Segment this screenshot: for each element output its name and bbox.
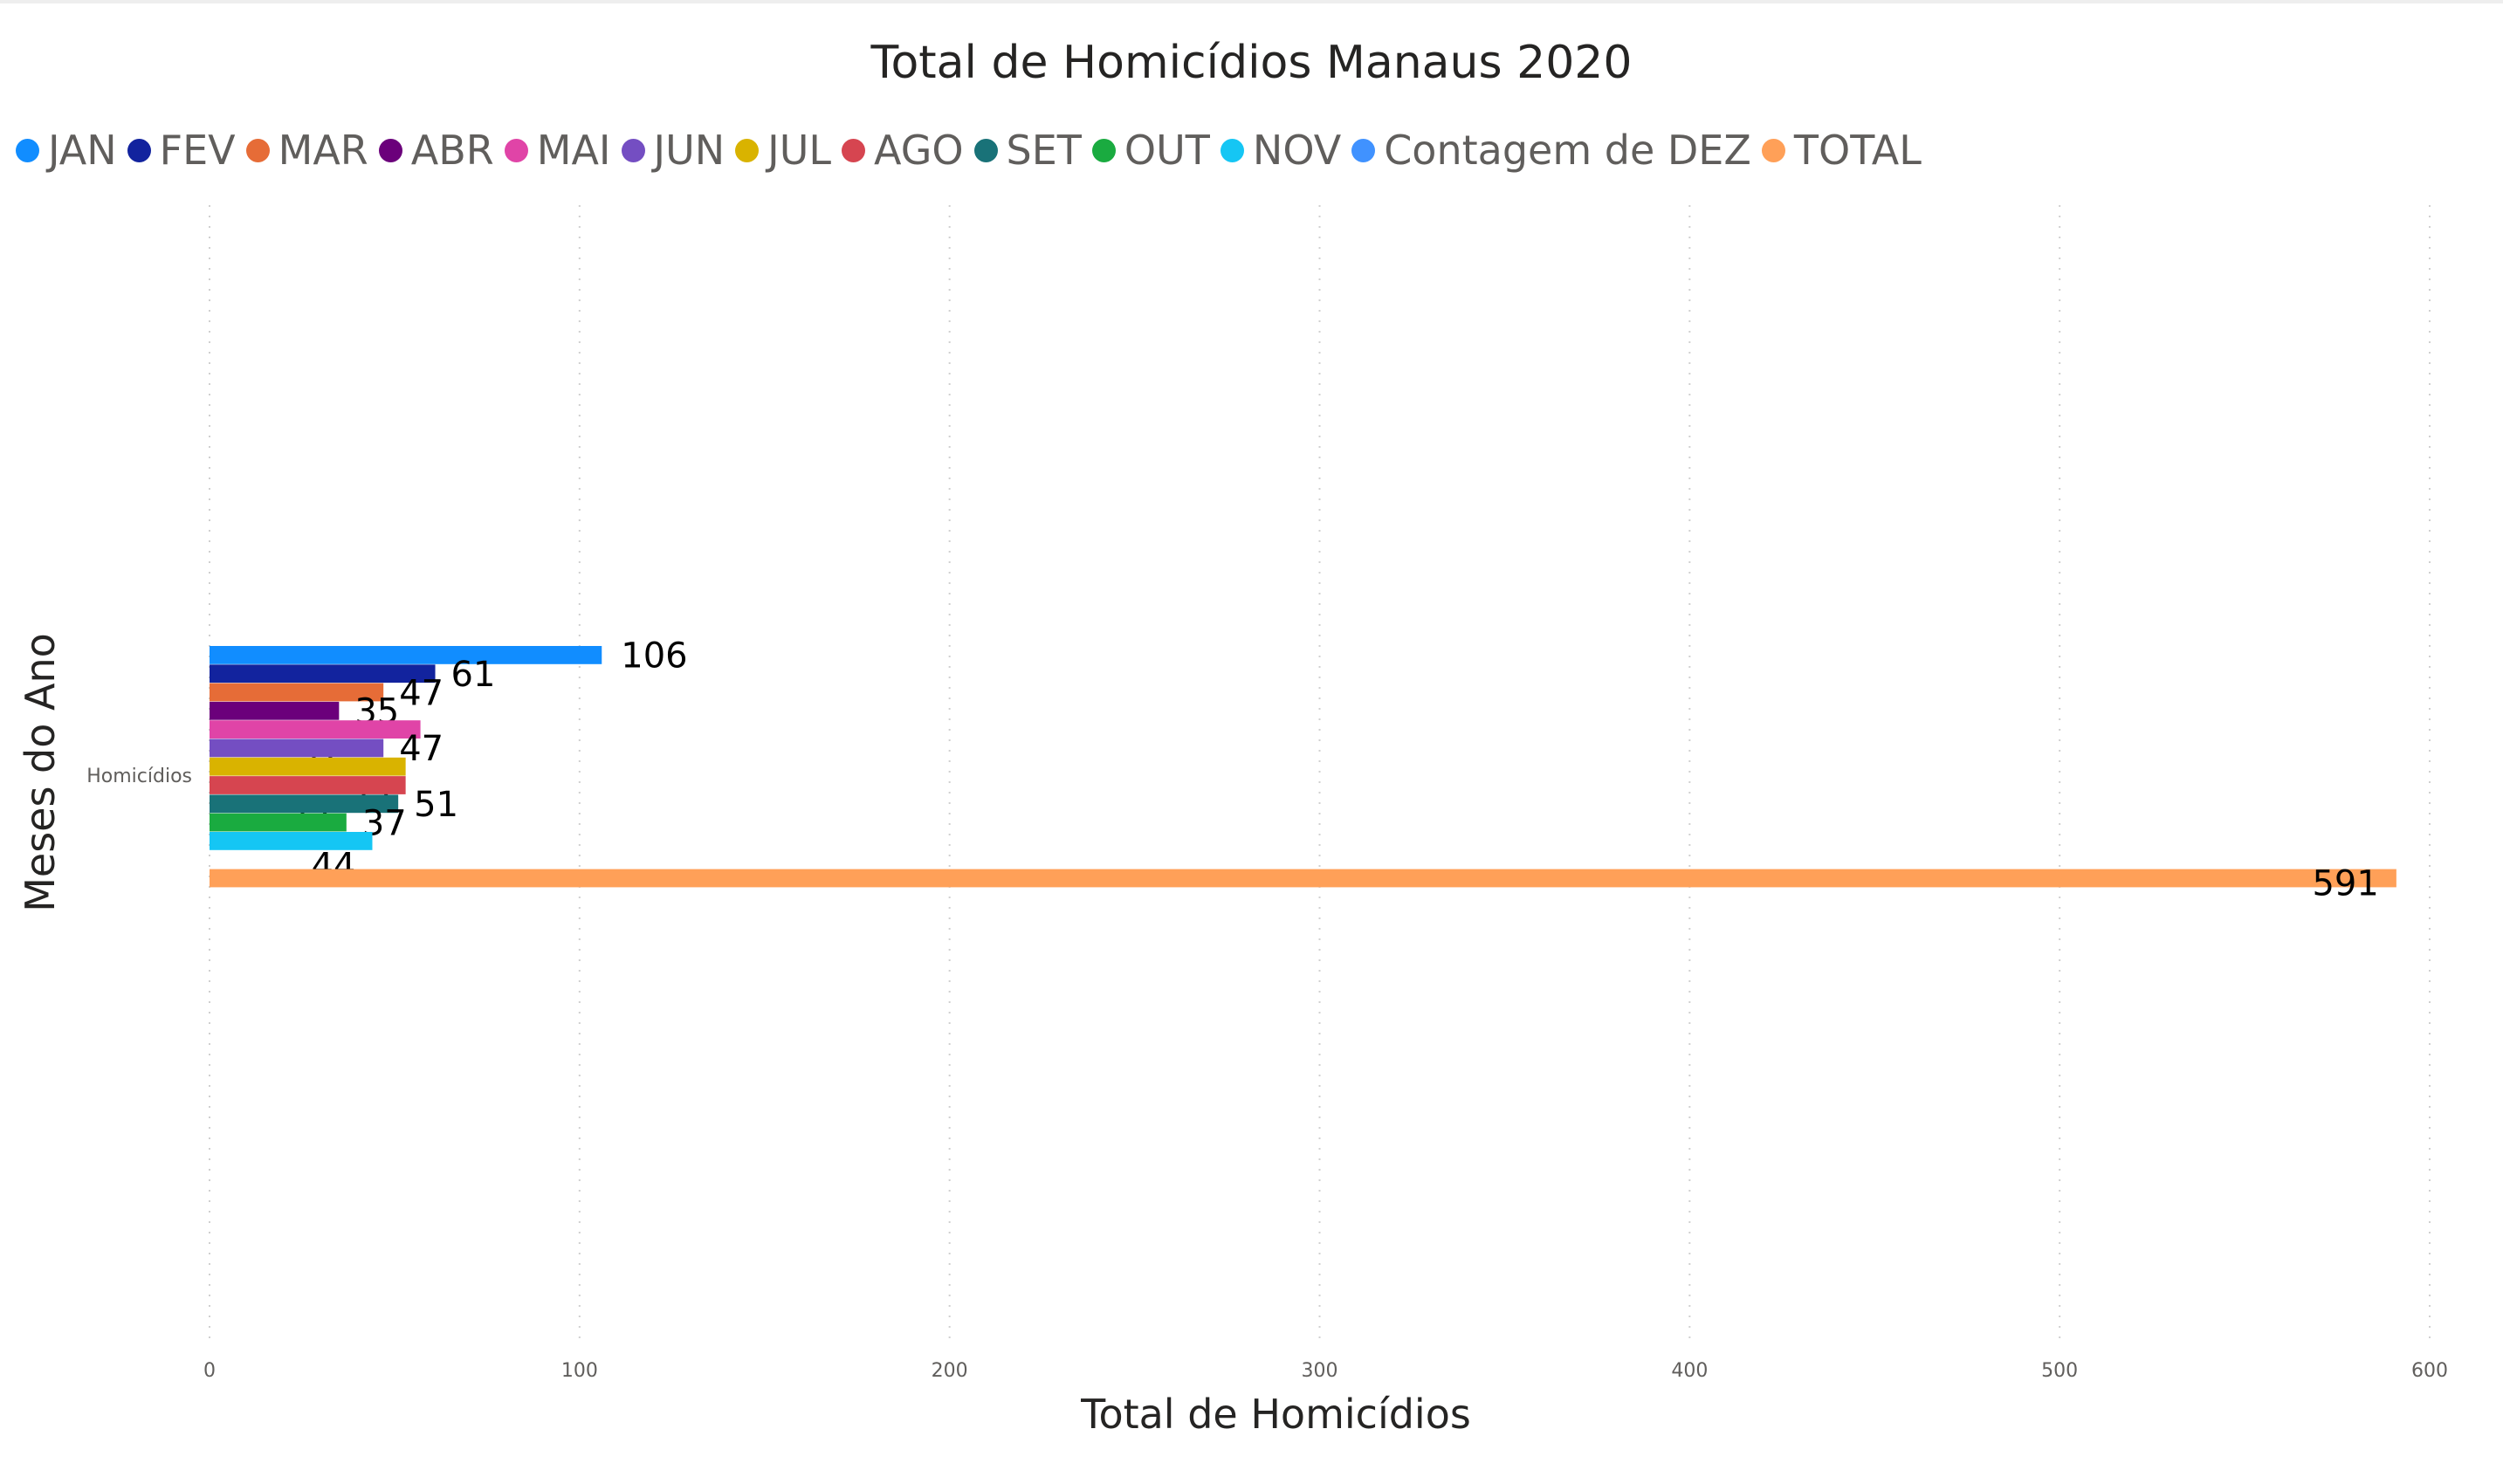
legend-label: MAI bbox=[536, 127, 611, 174]
legend-item[interactable]: AGO bbox=[842, 127, 964, 174]
legend-marker bbox=[735, 138, 760, 162]
legend-label: TOTAL bbox=[1793, 127, 1922, 174]
legend-marker bbox=[16, 138, 39, 162]
bar-total bbox=[210, 869, 2396, 888]
legend-marker bbox=[245, 138, 270, 162]
legend-label: MAR bbox=[278, 127, 368, 174]
chart-title: Total de Homicídios Manaus 2020 bbox=[870, 37, 1633, 89]
y-category-label: Homicídios bbox=[86, 766, 192, 787]
bar-abr bbox=[210, 701, 340, 720]
x-axis-title: Total de Homicídios bbox=[1080, 1391, 1471, 1438]
bar-set bbox=[210, 794, 399, 814]
legend-marker bbox=[378, 138, 402, 162]
legend-marker bbox=[842, 138, 866, 162]
legend-label: OUT bbox=[1124, 127, 1210, 174]
legend-item[interactable]: NOV bbox=[1220, 127, 1342, 174]
legend-item[interactable]: JUN bbox=[621, 127, 725, 174]
legend-label: NOV bbox=[1252, 127, 1342, 174]
bar-ago bbox=[210, 776, 406, 794]
legend-item[interactable]: MAI bbox=[504, 127, 611, 174]
bar-jul bbox=[210, 757, 406, 776]
legend-item[interactable]: JUL bbox=[735, 127, 831, 174]
legend-label: ABR bbox=[410, 127, 494, 174]
x-tick-label: 300 bbox=[1302, 1360, 1338, 1382]
legend-label: SET bbox=[1006, 127, 1082, 174]
bar-out bbox=[210, 813, 347, 832]
legend-item[interactable]: JAN bbox=[16, 127, 117, 174]
legend-item[interactable]: OUT bbox=[1091, 127, 1210, 174]
legend-label: AGO bbox=[874, 127, 964, 174]
legend-marker bbox=[127, 138, 151, 162]
x-tick-label: 500 bbox=[2041, 1360, 2078, 1382]
bar-nov bbox=[210, 832, 373, 850]
x-tick-label: 0 bbox=[203, 1360, 216, 1382]
bar-fev bbox=[210, 664, 436, 684]
legend-item[interactable]: SET bbox=[973, 127, 1082, 174]
legend-label: JAN bbox=[48, 127, 117, 174]
x-tick-label: 600 bbox=[2411, 1360, 2448, 1382]
legend-label: FEV bbox=[159, 127, 236, 174]
bar-mar bbox=[210, 683, 384, 702]
legend-marker bbox=[1091, 138, 1116, 162]
x-tick-label: 400 bbox=[1671, 1360, 1708, 1382]
legend-marker bbox=[1220, 138, 1244, 162]
legend-item[interactable]: MAR bbox=[245, 127, 368, 174]
legend-label: Contagem de DEZ bbox=[1384, 127, 1751, 174]
bar-jun bbox=[210, 739, 384, 758]
x-tick-label: 200 bbox=[932, 1360, 968, 1382]
legend-marker bbox=[1761, 138, 1785, 162]
data-label: 51 bbox=[414, 785, 458, 825]
legend-marker bbox=[621, 138, 645, 162]
legend-marker bbox=[504, 138, 528, 162]
legend-label: JUL bbox=[767, 127, 832, 174]
legend-marker bbox=[1351, 138, 1376, 162]
top-divider bbox=[0, 0, 2503, 3]
legend-marker bbox=[973, 138, 998, 162]
data-label: 47 bbox=[399, 729, 444, 769]
data-label: 61 bbox=[451, 655, 496, 695]
x-tick-label: 100 bbox=[561, 1360, 598, 1382]
legend-label: JUN bbox=[653, 127, 725, 174]
bar-jan bbox=[210, 646, 602, 664]
y-axis-title: Meses do Ano bbox=[17, 633, 64, 912]
data-label: 47 bbox=[399, 673, 444, 713]
legend-item[interactable]: Contagem de DEZ bbox=[1351, 127, 1751, 174]
legend-item[interactable]: ABR bbox=[378, 127, 494, 174]
legend-item[interactable]: TOTAL bbox=[1761, 127, 1922, 174]
data-label: 591 bbox=[2312, 864, 2378, 904]
legend-item[interactable]: FEV bbox=[127, 127, 236, 174]
chart-legend[interactable]: JAN FEV MAR ABR MAI JUN JUL AGO SET OUT NOV Contage… bbox=[16, 122, 1932, 178]
data-label: 106 bbox=[621, 636, 687, 677]
bar-mai bbox=[210, 720, 421, 739]
